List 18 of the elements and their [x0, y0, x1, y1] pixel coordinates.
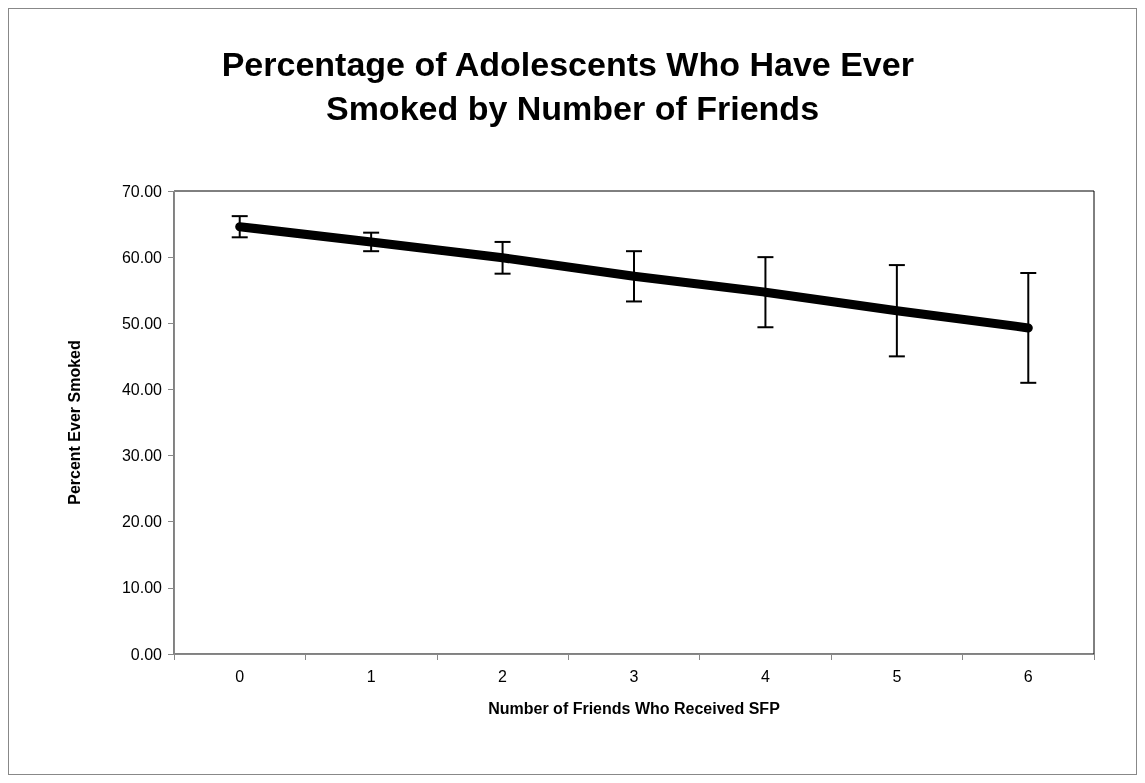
- x-tick-label: 1: [366, 667, 376, 685]
- x-tick-label: 5: [892, 667, 902, 685]
- x-tick-label: 0: [235, 667, 245, 685]
- x-tick-label: 2: [498, 667, 508, 685]
- y-tick-label: 30.00: [121, 447, 163, 465]
- y-tick-label: 20.00: [121, 513, 163, 531]
- y-tick-label: 70.00: [121, 182, 163, 200]
- y-tick-label: 40.00: [121, 380, 163, 398]
- y-tick-label: 50.00: [121, 314, 163, 332]
- chart-title: Percentage of Adolescents Who Have Ever Smoked by Number of Friends: [221, 45, 924, 127]
- y-tick-label: 0.00: [130, 645, 163, 663]
- x-tick-label: 6: [1023, 667, 1033, 685]
- x-tick-label: 4: [760, 667, 770, 685]
- y-tick-label: 10.00: [121, 579, 163, 597]
- x-tick-label: 3: [629, 667, 639, 685]
- y-tick-label: 60.00: [121, 248, 163, 266]
- x-axis-title: Number of Friends Who Received SFP: [488, 699, 781, 717]
- y-axis-title: Percent Ever Smoked: [65, 340, 83, 505]
